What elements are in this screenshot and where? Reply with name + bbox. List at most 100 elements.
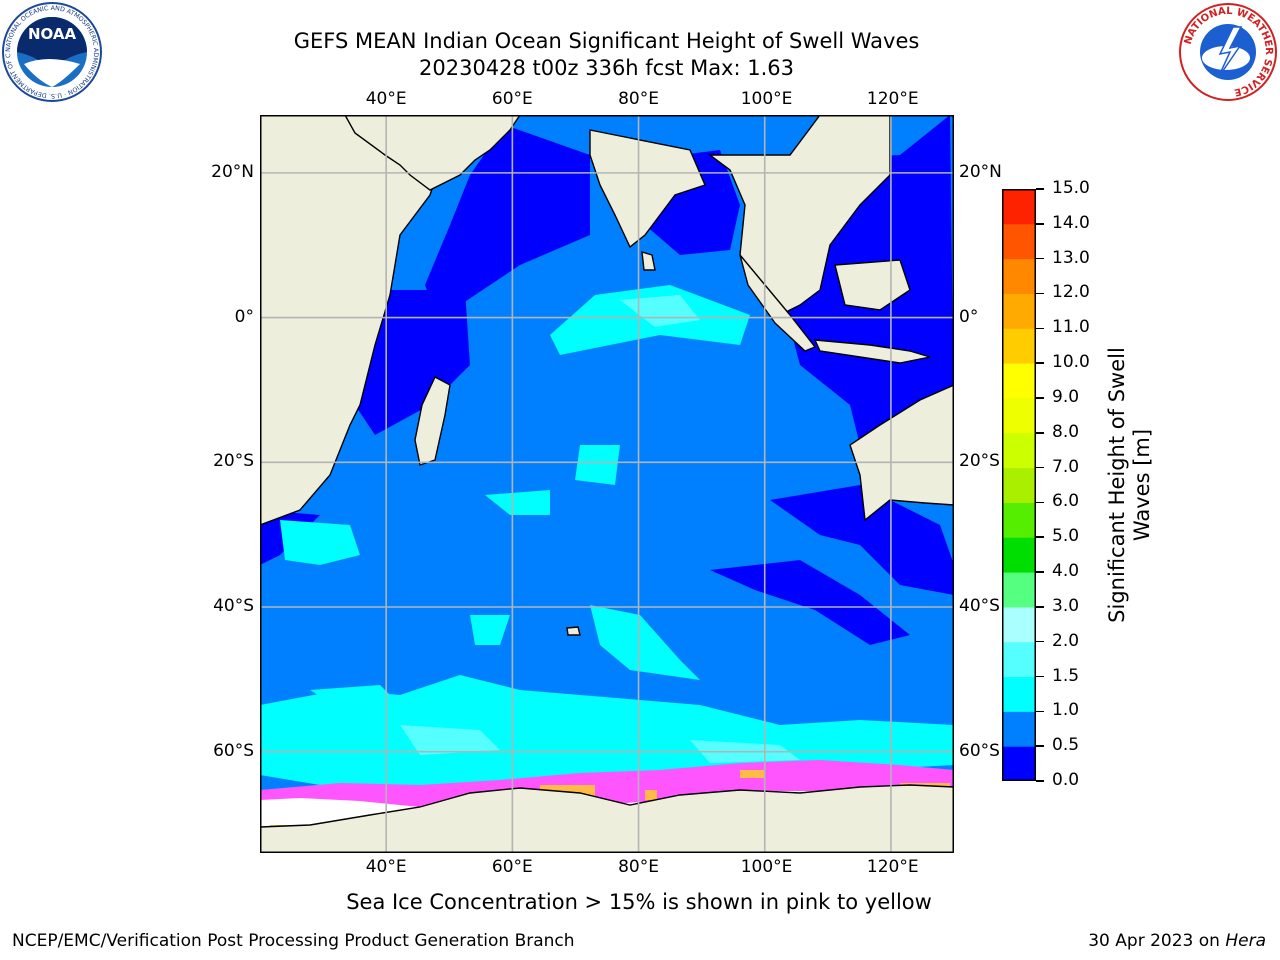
colorbar-tick-label: 10.0: [1052, 352, 1090, 373]
colorbar: [1002, 189, 1036, 781]
svg-text:NOAA: NOAA: [28, 25, 77, 43]
colorbar-label-line2: Waves [m]: [1130, 428, 1154, 542]
colorbar-tick-label: 14.0: [1052, 212, 1090, 233]
graticule: [260, 115, 954, 853]
land-kerguelen: [566, 626, 581, 636]
land-sri-lanka: [641, 251, 656, 271]
lat-tick-label-right: 20°S: [959, 451, 1000, 472]
colorbar-tick-mark: [1036, 292, 1044, 295]
land-indonesia: [813, 339, 931, 364]
swell-band-high: [400, 295, 800, 763]
colorbar-tick-mark: [1036, 466, 1044, 469]
footer-date: 30 Apr 2023 on Hera: [1088, 931, 1266, 951]
colorbar-frame: [1002, 189, 1036, 781]
land-arabia: [344, 115, 521, 191]
colorbar-tick-label: 13.0: [1052, 247, 1090, 268]
colorbar-tick-mark: [1036, 257, 1044, 260]
colorbar-band: [1002, 363, 1036, 399]
lat-tick-label-right: 0°: [959, 306, 979, 327]
land-india: [589, 129, 706, 249]
lat-tick-label-left: 0°: [234, 306, 254, 327]
footer-date-text: 30 Apr 2023 on: [1088, 931, 1226, 951]
land-masses: [260, 115, 954, 853]
map-subtitle: 20230428 t00z 336h fcst Max: 1.63: [419, 56, 794, 80]
colorbar-band: [1002, 328, 1036, 364]
sea-ice-caption: Sea Ice Concentration > 15% is shown in …: [346, 890, 932, 914]
colorbar-band: [1002, 432, 1036, 469]
lat-tick-label-right: 40°S: [959, 596, 1000, 616]
colorbar-tick-mark: [1036, 745, 1044, 747]
colorbar-tick-label: 5.0: [1052, 526, 1080, 547]
nws-logo: NATIONAL WEATHER SERVICE: [1179, 3, 1277, 101]
land-sumatra: [739, 254, 817, 352]
colorbar-tick-label: 9.0: [1052, 386, 1080, 407]
colorbar-tick-label: 11.0: [1052, 317, 1090, 338]
colorbar-tick-mark: [1036, 223, 1044, 225]
lon-tick-label-top: 100°E: [740, 89, 793, 109]
colorbar-label: Significant Height of Swell Waves [m]: [1105, 325, 1155, 645]
colorbar-band: [1002, 746, 1036, 781]
colorbar-tick-label: 4.0: [1052, 561, 1080, 582]
colorbar-tick-mark: [1036, 606, 1044, 608]
colorbar-tick-label: 7.0: [1052, 456, 1080, 477]
colorbar-tick-label: 2.0: [1052, 630, 1080, 651]
colorbar-tick-label: 1.0: [1052, 700, 1080, 721]
colorbar-band: [1002, 676, 1036, 712]
lon-tick-label-bottom: 60°E: [491, 857, 533, 877]
lon-tick-label-top: 120°E: [866, 89, 919, 109]
colorbar-band: [1002, 711, 1036, 747]
map-frame: [260, 115, 954, 853]
lat-tick-label-left: 20°N: [211, 161, 254, 182]
colorbar-tick-mark: [1036, 432, 1044, 434]
land-antarctica: [260, 784, 954, 853]
colorbar-band: [1002, 258, 1036, 294]
colorbar-band: [1002, 397, 1036, 434]
lat-tick-label-right: 20°N: [959, 161, 1002, 182]
colorbar-tick-mark: [1036, 501, 1044, 504]
colorbar-band: [1002, 537, 1036, 573]
colorbar-tick-mark: [1036, 397, 1044, 399]
colorbar-tick-mark: [1036, 327, 1044, 330]
footer-branch: NCEP/EMC/Verification Post Processing Pr…: [12, 931, 575, 951]
colorbar-band: [1002, 606, 1036, 643]
swell-height-map: [260, 115, 954, 853]
colorbar-tick-label: 12.0: [1052, 282, 1090, 303]
colorbar-tick-label: 3.0: [1052, 595, 1080, 616]
colorbar-tick-label: 8.0: [1052, 421, 1080, 442]
colorbar-tick-label: 0.0: [1052, 770, 1080, 790]
colorbar-label-line1: Significant Height of Swell: [1105, 347, 1129, 623]
lon-tick-label-bottom: 80°E: [618, 857, 659, 877]
land-australia: [849, 384, 954, 522]
noaa-logo: NATIONAL OCEANIC AND ATMOSPHERIC ADMINIS…: [2, 2, 102, 102]
map-title: GEFS MEAN Indian Ocean Significant Heigh…: [293, 29, 920, 53]
colorbar-band: [1002, 189, 1036, 225]
colorbar-tick-mark: [1036, 675, 1044, 678]
colorbar-tick-mark: [1036, 640, 1044, 643]
colorbar-band: [1002, 572, 1036, 608]
lat-tick-label-left: 60°S: [213, 740, 254, 761]
colorbar-tick-label: 15.0: [1052, 178, 1090, 198]
colorbar-tick-mark: [1036, 188, 1044, 190]
lon-tick-label-top: 60°E: [491, 89, 533, 109]
lon-tick-label-bottom: 120°E: [866, 857, 919, 877]
colorbar-tick-mark: [1036, 536, 1044, 538]
colorbar-tick-mark: [1036, 780, 1044, 782]
colorbar-tick-label: 0.5: [1052, 735, 1080, 756]
land-southeast-asia: [707, 115, 891, 316]
colorbar-band: [1002, 641, 1036, 678]
lon-tick-label-bottom: 40°E: [365, 857, 407, 877]
colorbar-tick-mark: [1036, 710, 1044, 713]
colorbar-band: [1002, 502, 1036, 538]
lat-tick-label-left: 40°S: [213, 596, 254, 616]
colorbar-tick-label: 6.0: [1052, 491, 1080, 512]
colorbar-tick-mark: [1036, 571, 1044, 573]
colorbar-tick-label: 1.5: [1052, 665, 1080, 686]
colorbar-band: [1002, 293, 1036, 329]
colorbar-tick-mark: [1036, 362, 1044, 364]
lat-tick-label-right: 60°S: [959, 740, 1000, 761]
footer-machine: Hera: [1225, 931, 1266, 951]
lon-tick-label-top: 40°E: [365, 89, 407, 109]
lon-tick-label-bottom: 100°E: [740, 857, 793, 877]
lon-tick-label-top: 80°E: [618, 89, 659, 109]
lat-tick-label-left: 20°S: [213, 451, 254, 472]
